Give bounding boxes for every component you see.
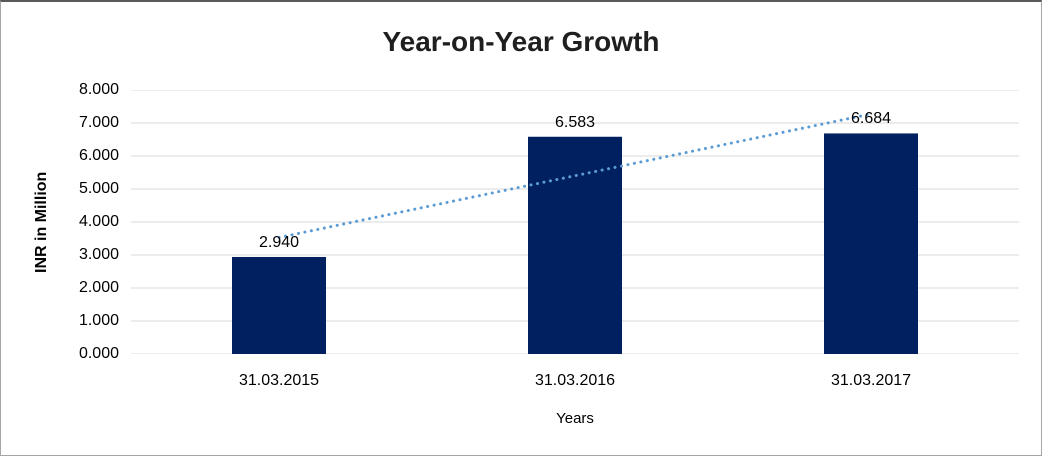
y-tick-label: 8.000 <box>78 81 119 98</box>
y-tick-label: 6.000 <box>78 147 119 164</box>
bar-data-label: 2.940 <box>258 233 300 251</box>
bar-data-label: 6.684 <box>850 110 892 128</box>
bar <box>824 133 918 354</box>
x-axis-title: Years <box>556 410 594 427</box>
trendline <box>277 112 873 239</box>
y-tick-label: 7.000 <box>78 114 119 131</box>
chart-title: Year-on-Year Growth <box>382 26 660 57</box>
y-tick-label: 2.000 <box>78 279 119 296</box>
y-tick-label: 4.000 <box>78 213 119 230</box>
plot-canvas <box>131 89 1019 355</box>
bar <box>528 136 622 354</box>
y-tick-label: 1.000 <box>78 312 119 329</box>
x-tick-label: 31.03.2017 <box>830 372 912 389</box>
y-tick-label: 3.000 <box>78 246 119 263</box>
bar-data-label: 6.583 <box>554 113 596 131</box>
y-tick-label: 0.000 <box>78 345 119 362</box>
plot-area <box>131 89 1019 355</box>
bar <box>232 256 326 354</box>
y-tick-label: 5.000 <box>78 180 119 197</box>
x-tick-label: 31.03.2015 <box>238 372 320 389</box>
x-tick-label: 31.03.2016 <box>534 372 616 389</box>
